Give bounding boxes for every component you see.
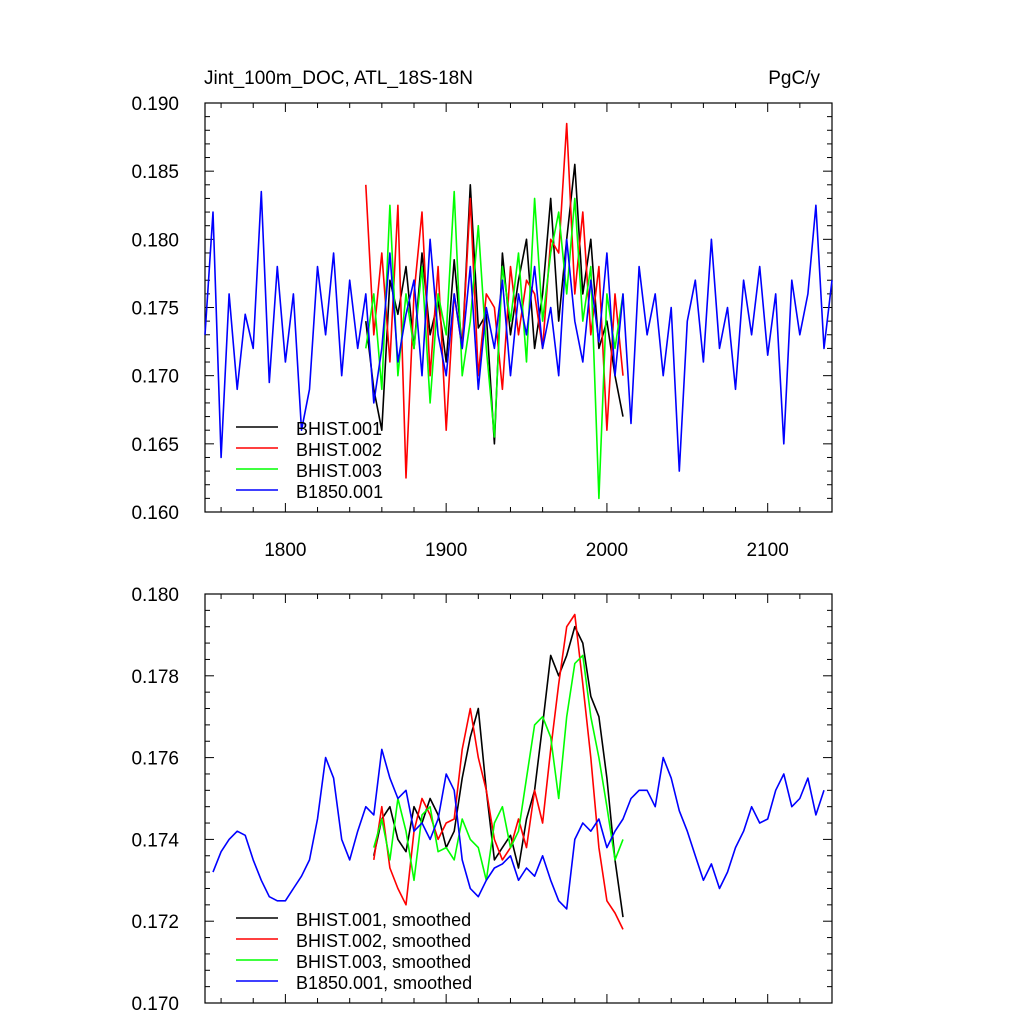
legend-label: BHIST.002, smoothed — [296, 931, 471, 951]
y-tick-label: 0.174 — [131, 830, 179, 851]
x-tick-label: 2000 — [586, 540, 628, 561]
legend-label: BHIST.001, smoothed — [296, 910, 471, 930]
legend-label: BHIST.001 — [296, 419, 382, 439]
series-line — [373, 625, 624, 918]
series-line — [373, 654, 624, 882]
legend-label: B1850.001, smoothed — [296, 973, 472, 993]
series-line — [365, 122, 624, 479]
x-tick-label: 1800 — [264, 540, 306, 561]
legend-label: B1850.001 — [296, 482, 383, 502]
legend-label: BHIST.002 — [296, 440, 382, 460]
y-tick-label: 0.165 — [131, 435, 179, 456]
chart-title: Jint_100m_DOC, ATL_18S-18N — [204, 68, 473, 89]
y-tick-label: 0.170 — [131, 367, 179, 388]
series-line — [373, 613, 624, 930]
y-tick-label: 0.160 — [131, 503, 179, 524]
plot-frame — [204, 593, 833, 1004]
y-tick-label: 0.180 — [131, 230, 179, 251]
y-tick-label: 0.185 — [131, 162, 179, 183]
series-line — [204, 190, 833, 472]
y-tick-label: 0.170 — [131, 994, 179, 1015]
series-line — [212, 748, 825, 910]
chart-units: PgC/y — [768, 68, 820, 89]
series-line — [365, 190, 624, 500]
y-tick-label: 0.176 — [131, 749, 179, 770]
y-tick-label: 0.175 — [131, 299, 179, 320]
x-tick-label: 1900 — [425, 540, 467, 561]
legend-label: BHIST.003, smoothed — [296, 952, 471, 972]
legend-label: BHIST.003 — [296, 461, 382, 481]
y-tick-label: 0.172 — [131, 912, 179, 933]
y-tick-label: 0.190 — [131, 94, 179, 115]
y-tick-label: 0.180 — [131, 585, 179, 606]
panel-bottom: 0.170 0.172 0.174 0.176 0.178 0.180 BHIST.001,… — [131, 585, 833, 1015]
series-line — [365, 163, 624, 445]
x-tick-label: 2100 — [747, 540, 789, 561]
y-tick-label: 0.178 — [131, 667, 179, 688]
panel-top: 0.160 0.165 0.170 0.175 0.180 0.185 0.190 1800 1… — [131, 94, 833, 561]
